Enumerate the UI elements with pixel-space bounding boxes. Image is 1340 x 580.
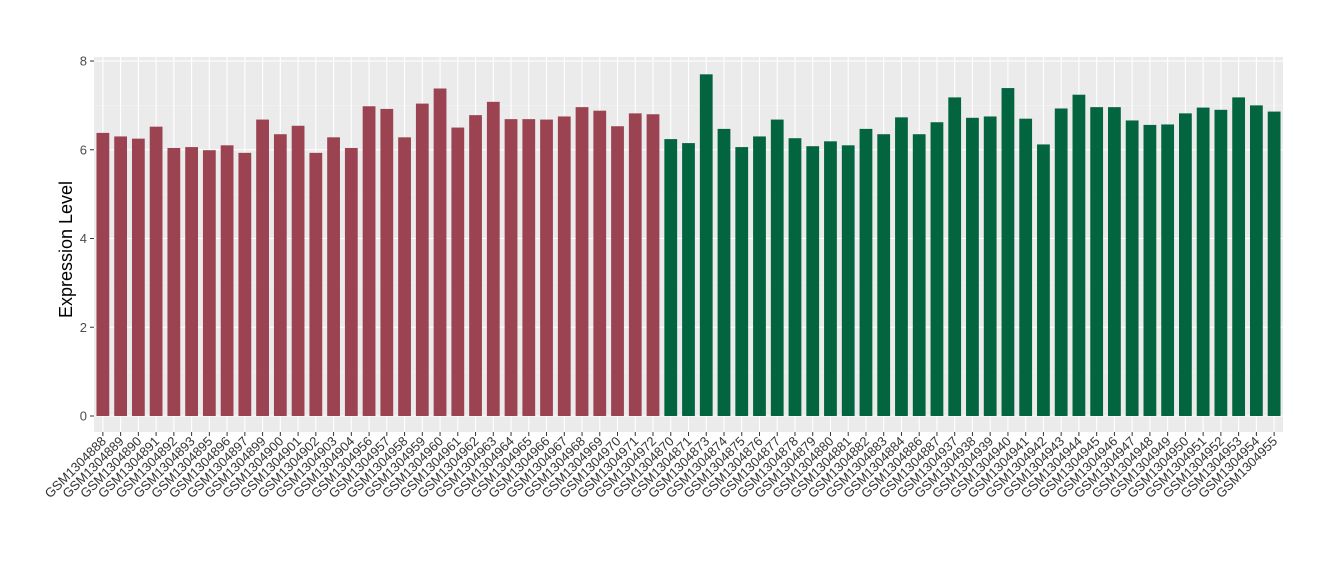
bar-GSM1304947 [1125,120,1139,417]
bar-GSM1304873 [699,74,713,416]
y-tick-label: 8 [80,54,87,69]
x-axis: GSM1304888GSM1304889GSM1304890GSM1304891… [42,432,1280,501]
bar-GSM1304972 [646,114,660,416]
bar-GSM1304886 [912,134,926,416]
bar-GSM1304945 [1090,107,1104,417]
bar-GSM1304950 [1179,113,1192,417]
bar-GSM1304883 [877,134,891,416]
bar-GSM1304938 [966,117,979,417]
bar-GSM1304958 [398,137,411,416]
bar-GSM1304875 [735,147,749,416]
bar-GSM1304942 [1037,144,1050,417]
bar-GSM1304971 [628,113,642,417]
bar-GSM1304878 [788,138,802,416]
bar-GSM1304902 [309,152,323,416]
bar-GSM1304954 [1249,105,1263,416]
bar-GSM1304882 [859,128,873,417]
bars [96,74,1281,417]
y-axis: 0 2 4 6 8 [80,54,94,424]
bar-GSM1304879 [806,146,820,416]
bar-GSM1304889 [114,136,128,416]
bar-GSM1304893 [185,147,198,416]
y-tick-label: 0 [80,409,87,424]
bar-GSM1304899 [256,119,269,416]
bar-GSM1304939 [983,116,997,416]
bar-GSM1304965 [522,119,536,416]
bar-GSM1304951 [1196,107,1210,416]
bar-GSM1304903 [327,137,340,416]
bar-GSM1304896 [220,145,234,416]
bar-GSM1304870 [664,139,678,416]
bar-GSM1304959 [415,103,429,416]
bar-GSM1304940 [1001,88,1015,416]
bar-GSM1304964 [504,119,518,416]
bar-GSM1304969 [593,110,607,416]
bar-GSM1304901 [291,125,305,416]
bar-GSM1304968 [575,107,589,417]
bar-GSM1304895 [202,150,216,416]
bar-GSM1304956 [362,106,376,416]
bar-GSM1304874 [717,128,731,417]
bar-GSM1304871 [682,143,695,416]
y-tick-label: 4 [80,231,87,246]
y-tick-label: 2 [80,320,87,335]
bar-GSM1304943 [1054,108,1068,416]
bar-GSM1304888 [96,132,110,416]
bar-GSM1304897 [238,152,252,416]
bar-GSM1304953 [1232,97,1246,416]
bar-GSM1304952 [1214,109,1228,416]
bar-GSM1304966 [540,119,553,416]
bar-GSM1304884 [895,117,908,416]
bar-GSM1304944 [1072,94,1086,416]
bar-GSM1304955 [1267,111,1281,417]
bar-GSM1304904 [344,147,358,416]
bar-GSM1304946 [1108,107,1121,417]
bar-GSM1304960 [433,88,447,416]
bar-GSM1304937 [948,97,962,416]
bar-GSM1304877 [770,119,784,416]
bar-GSM1304963 [486,101,500,416]
bar-GSM1304962 [469,115,482,416]
bar-GSM1304890 [131,138,145,416]
bar-GSM1304949 [1161,124,1175,417]
bar-GSM1304970 [611,126,624,416]
bar-GSM1304961 [451,127,465,416]
bar-GSM1304967 [557,116,571,416]
bar-GSM1304891 [149,126,163,417]
bar-GSM1304948 [1143,124,1157,417]
y-axis-title: Expression Level [56,181,76,318]
bar-GSM1304941 [1019,118,1033,416]
bar-GSM1304876 [753,136,766,416]
bar-GSM1304881 [841,145,855,416]
bar-GSM1304900 [273,134,287,416]
bar-GSM1304892 [167,147,181,416]
bar-GSM1304880 [824,141,837,416]
bar-GSM1304887 [930,122,944,417]
y-tick-label: 6 [80,142,87,157]
bar-GSM1304957 [380,108,394,417]
